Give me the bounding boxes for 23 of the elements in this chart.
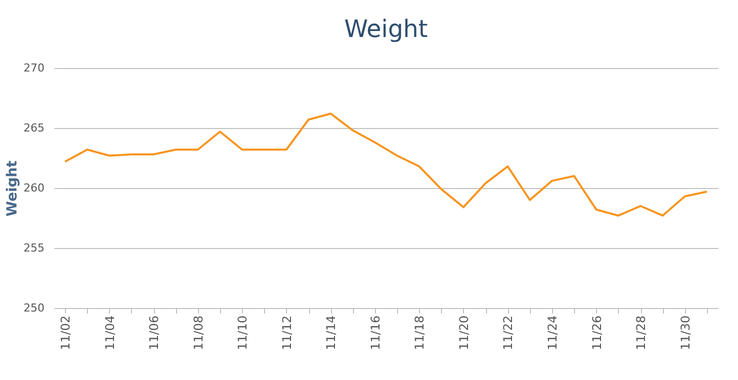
chart-title: Weight bbox=[344, 15, 428, 43]
x-tick-label: 11/28 bbox=[634, 316, 648, 350]
x-tick-label: 11/08 bbox=[191, 316, 206, 350]
x-tick-label: 11/06 bbox=[147, 316, 162, 350]
y-tick-label: 270 bbox=[24, 62, 44, 74]
x-tick-label: 11/16 bbox=[368, 316, 382, 350]
line-series bbox=[64, 112, 708, 217]
x-tick-label: 11/26 bbox=[590, 316, 604, 350]
x-tick-label: 11/24 bbox=[546, 316, 560, 350]
x-tick-label: 11/12 bbox=[280, 316, 294, 350]
y-tick-label: 265 bbox=[24, 122, 44, 134]
y-tick-label: 260 bbox=[24, 182, 44, 194]
y-tick-label: 250 bbox=[24, 302, 44, 314]
y-tick-label: 255 bbox=[24, 242, 44, 254]
x-tick-label: 11/14 bbox=[324, 316, 338, 350]
x-tick-label: 11/02 bbox=[58, 316, 73, 350]
x-tick-label: 11/22 bbox=[501, 316, 516, 350]
x-tick-label: 11/30 bbox=[678, 316, 692, 350]
y-axis-title: Weight bbox=[4, 160, 21, 216]
x-tick-label: 11/10 bbox=[236, 316, 250, 350]
x-tick-label: 11/04 bbox=[102, 316, 117, 350]
x-tick-label: 11/20 bbox=[456, 316, 471, 350]
x-tick-label: 11/18 bbox=[412, 316, 427, 350]
